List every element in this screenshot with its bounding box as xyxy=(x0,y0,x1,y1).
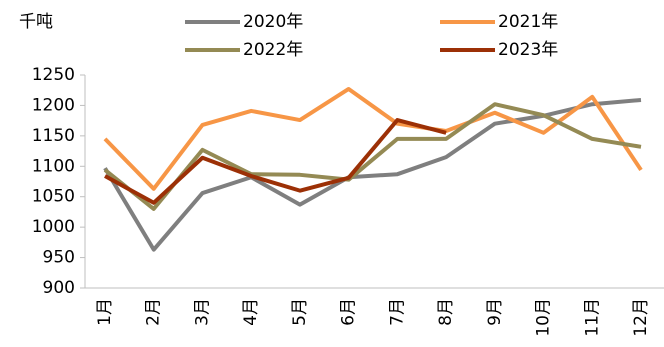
y-tick-label: 950 xyxy=(43,248,75,268)
series-line xyxy=(103,102,642,211)
x-tick-label: 8月 xyxy=(436,298,456,326)
y-tick-label: 1000 xyxy=(32,217,75,237)
x-tick-label: 12月 xyxy=(631,298,651,337)
series-line xyxy=(103,86,643,191)
x-tick-label: 9月 xyxy=(485,298,505,326)
x-tick-label: 6月 xyxy=(339,298,359,326)
y-tick-label: 1200 xyxy=(32,95,75,115)
x-tick-label: 3月 xyxy=(192,298,212,326)
y-tick-label: 1050 xyxy=(32,187,75,207)
y-tick-label: 1150 xyxy=(32,126,75,146)
y-tick-label: 900 xyxy=(43,278,75,298)
x-tick-label: 5月 xyxy=(290,298,310,326)
y-axis-label: 千吨 xyxy=(19,12,53,32)
series-line xyxy=(103,97,642,252)
y-tick-label: 1100 xyxy=(32,156,75,176)
y-tick-label: 1250 xyxy=(32,65,75,85)
legend-label: 2021年 xyxy=(498,12,558,32)
x-tick-label: 7月 xyxy=(387,298,407,326)
legend-label: 2023年 xyxy=(498,40,558,60)
x-tick-label: 4月 xyxy=(241,298,261,326)
x-tick-label: 10月 xyxy=(534,298,554,337)
series-line xyxy=(104,118,447,205)
x-tick-label: 2月 xyxy=(144,298,164,326)
x-tick-label: 11月 xyxy=(582,298,602,337)
x-tick-label: 1月 xyxy=(95,298,115,326)
legend-label: 2022年 xyxy=(243,40,303,60)
legend-label: 2020年 xyxy=(243,12,303,32)
